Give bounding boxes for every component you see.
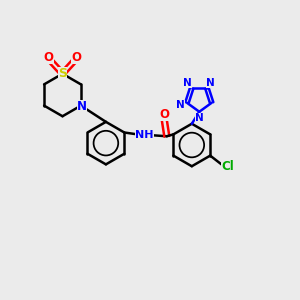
Text: O: O <box>71 51 81 64</box>
Text: N: N <box>184 78 192 88</box>
Text: N: N <box>77 100 87 113</box>
Text: O: O <box>159 108 169 121</box>
Text: Cl: Cl <box>221 160 234 173</box>
Text: O: O <box>44 51 54 64</box>
Text: N: N <box>195 113 204 123</box>
Text: N: N <box>176 100 185 110</box>
Text: NH: NH <box>135 130 154 140</box>
Text: N: N <box>206 78 215 88</box>
Text: S: S <box>58 67 67 80</box>
